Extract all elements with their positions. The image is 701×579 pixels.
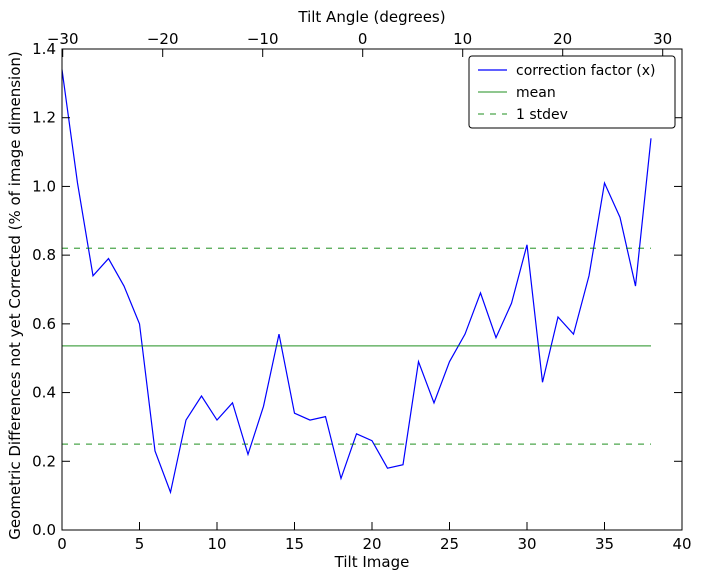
legend-entries: correction factor (x) mean 1 stdev xyxy=(478,63,655,123)
x-tick-label: 0 xyxy=(57,535,67,553)
y-tick-label: 0.6 xyxy=(32,315,56,333)
y-axis-label: Geometric Differences not yet Corrected … xyxy=(6,51,24,540)
y-tick-label: 1.4 xyxy=(32,40,56,58)
top-tick-label: 0 xyxy=(358,30,368,48)
x-tick-label: 20 xyxy=(362,535,381,553)
legend-label: 1 stdev xyxy=(516,107,568,123)
axis-ticks xyxy=(61,48,683,531)
y-tick-label: 0.4 xyxy=(32,384,56,402)
x-tick-label: 30 xyxy=(517,535,536,553)
top-tick-label: 10 xyxy=(453,30,472,48)
legend-box xyxy=(468,55,676,129)
legend: correction factor (x) mean 1 stdev xyxy=(468,55,676,129)
top-tick-label: −30 xyxy=(47,30,79,48)
x-axis-label: Tilt Image xyxy=(334,553,410,571)
x-tick-label: 35 xyxy=(595,535,614,553)
top-tick-label: 20 xyxy=(553,30,572,48)
x-tick-label: 15 xyxy=(285,535,304,553)
top-tick-label: −10 xyxy=(247,30,279,48)
series-line-0 xyxy=(61,69,652,495)
top-axis-label: Tilt Angle (degrees) xyxy=(297,8,445,26)
y-tick-label: 1.0 xyxy=(32,177,56,195)
legend-label: correction factor (x) xyxy=(516,63,655,79)
plot-lines xyxy=(61,69,652,495)
axis-tick-labels: 0 5 10 15 20 25 30 35 40 0.0 0.2 0.4 0.6 0.8 1.0 1.2 1.4… xyxy=(32,30,691,553)
top-tick-label: −20 xyxy=(147,30,179,48)
y-tick-label: 0.0 xyxy=(32,521,56,539)
y-tick-label: 1.2 xyxy=(32,109,56,127)
x-tick-label: 40 xyxy=(672,535,691,553)
legend-label: mean xyxy=(516,85,556,101)
top-tick-label: 30 xyxy=(653,30,672,48)
x-tick-label: 5 xyxy=(135,535,145,553)
y-tick-label: 0.8 xyxy=(32,246,56,264)
x-tick-label: 10 xyxy=(207,535,226,553)
y-tick-label: 0.2 xyxy=(32,452,56,470)
x-tick-label: 25 xyxy=(440,535,459,553)
